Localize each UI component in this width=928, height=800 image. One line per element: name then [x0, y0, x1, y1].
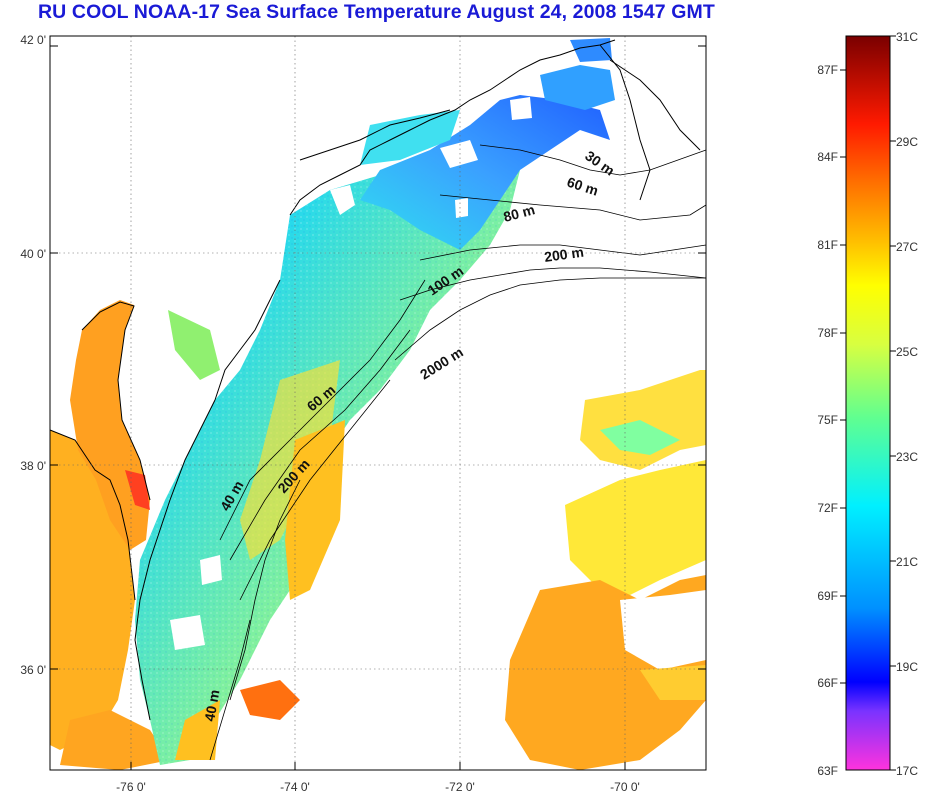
colorbar-label-69f: 69F — [817, 589, 838, 603]
lat-label-40: 40 0' — [20, 247, 46, 261]
isobath-label-200m-north: 200 m — [543, 244, 585, 265]
coastline — [49, 39, 701, 721]
colorbar-label-75f: 75F — [817, 413, 838, 427]
colorbar-label-21c: 21C — [896, 555, 918, 569]
lat-label-42: 42 0' — [20, 33, 46, 47]
colorbar-label-78f: 78F — [817, 326, 838, 340]
chesapeake-sst — [50, 300, 220, 770]
lat-label-36: 36 0' — [20, 663, 46, 677]
isobath-label-80m: 80 m — [502, 201, 537, 225]
shelf-sst — [135, 38, 615, 765]
lon-label-76: -76 0' — [116, 780, 146, 794]
offshore-sst — [505, 370, 706, 770]
lon-label-74: -74 0' — [280, 780, 310, 794]
colorbar-label-72f: 72F — [817, 501, 838, 515]
colorbar-label-19c: 19C — [896, 660, 918, 674]
colorbar-label-25c: 25C — [896, 345, 918, 359]
axis-ticks — [50, 45, 706, 770]
colorbar-label-81f: 81F — [817, 238, 838, 252]
colorbar-label-27c: 27C — [896, 240, 918, 254]
map-title: RU COOL NOAA-17 Sea Surface Temperature … — [38, 1, 715, 23]
isobath-label-40m-south: 40 m — [201, 688, 222, 722]
isobath-lines — [209, 144, 707, 761]
lon-label-70: -70 0' — [610, 780, 640, 794]
colorbar-label-87f: 87F — [817, 63, 838, 77]
colorbar: 87F 84F 81F 78F 75F 72F 69F 66F 63F 31C … — [817, 30, 918, 778]
colorbar-label-31c: 31C — [896, 30, 918, 44]
colorbar-label-84f: 84F — [817, 150, 838, 164]
colorbar-label-63f: 63F — [817, 764, 838, 778]
grid-lines — [50, 36, 706, 770]
lon-label-72: -72 0' — [445, 780, 475, 794]
colorbar-label-23c: 23C — [896, 450, 918, 464]
colorbar-label-29c: 29C — [896, 135, 918, 149]
colorbar-label-17c: 17C — [896, 764, 918, 778]
colorbar-label-66f: 66F — [817, 676, 838, 690]
lat-label-38: 38 0' — [20, 459, 46, 473]
